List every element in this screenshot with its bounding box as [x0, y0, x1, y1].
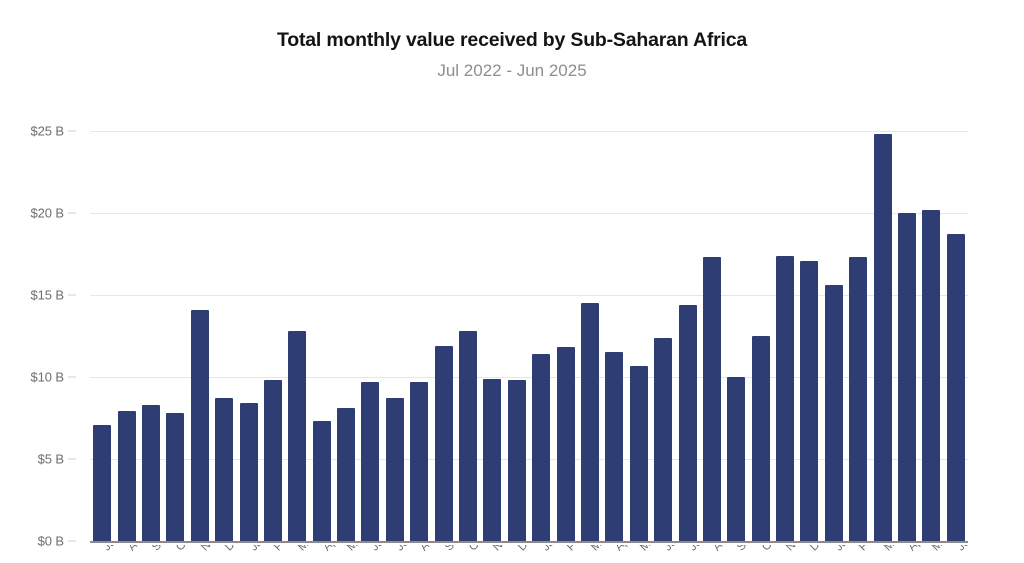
y-axis-tick-label: $15 B — [30, 287, 65, 303]
bar[interactable] — [141, 404, 160, 541]
y-axis-tick-label: $0 B — [37, 533, 64, 549]
bar[interactable] — [263, 380, 282, 541]
bar[interactable] — [873, 134, 892, 541]
gridline — [90, 377, 968, 378]
bar[interactable] — [507, 380, 526, 541]
bar[interactable] — [654, 337, 673, 541]
bar[interactable] — [459, 331, 478, 541]
y-axis-tick-label: $10 B — [30, 369, 65, 385]
bar[interactable] — [532, 354, 551, 541]
bar[interactable] — [361, 381, 380, 541]
chart-header: Total monthly value received by Sub-Saha… — [0, 28, 1024, 82]
bar[interactable] — [702, 257, 721, 541]
bar[interactable] — [190, 309, 209, 541]
y-axis-tick-label: $25 B — [30, 123, 65, 139]
x-axis-tick-label: Jun-25 — [955, 545, 968, 553]
x-axis: Jul-22Aug-22Sep-22Oct-22Nov-22Dec-22Jan-… — [90, 545, 968, 563]
y-axis-tick-label: $5 B — [37, 451, 64, 467]
bar[interactable] — [434, 345, 453, 541]
y-axis: $0 B $5 B $10 B $15 B $20 B $25 B — [0, 124, 76, 549]
y-axis-tick-mark — [68, 376, 76, 378]
y-axis-tick-mark — [68, 458, 76, 460]
bar[interactable] — [288, 331, 307, 541]
bar[interactable] — [629, 365, 648, 541]
bar[interactable] — [898, 213, 917, 541]
gridline — [90, 295, 968, 296]
y-axis-tick-mark — [68, 294, 76, 296]
chart-subtitle: Jul 2022 - Jun 2025 — [437, 61, 587, 81]
gridline — [90, 131, 968, 132]
bar[interactable] — [800, 260, 819, 541]
bar[interactable] — [922, 209, 941, 541]
gridline — [90, 459, 968, 460]
bar[interactable] — [337, 408, 356, 541]
y-axis-tick-mark — [68, 212, 76, 214]
bar[interactable] — [824, 285, 843, 541]
bar[interactable] — [93, 424, 112, 541]
bar[interactable] — [580, 303, 599, 541]
y-axis-tick-mark — [68, 130, 76, 132]
bar[interactable] — [678, 304, 697, 541]
bar[interactable] — [385, 398, 404, 541]
bar[interactable] — [312, 421, 331, 541]
bar[interactable] — [849, 257, 868, 541]
bar[interactable] — [605, 352, 624, 541]
bar[interactable] — [239, 403, 258, 541]
bars-layer — [90, 131, 968, 541]
y-axis-tick-label: $20 B — [30, 205, 65, 221]
axis-baseline — [90, 541, 968, 543]
bar[interactable] — [166, 413, 185, 541]
bar[interactable] — [117, 411, 136, 541]
plot-area — [90, 131, 968, 543]
bar[interactable] — [776, 255, 795, 541]
bar[interactable] — [751, 336, 770, 541]
bar[interactable] — [410, 381, 429, 541]
y-axis-tick-mark — [68, 540, 76, 542]
bar[interactable] — [727, 377, 746, 541]
bar[interactable] — [556, 347, 575, 541]
bar[interactable] — [215, 398, 234, 541]
page-title: Total monthly value received by Sub-Saha… — [276, 29, 748, 51]
gridline — [90, 213, 968, 214]
bar[interactable] — [483, 378, 502, 541]
bar[interactable] — [946, 234, 965, 541]
